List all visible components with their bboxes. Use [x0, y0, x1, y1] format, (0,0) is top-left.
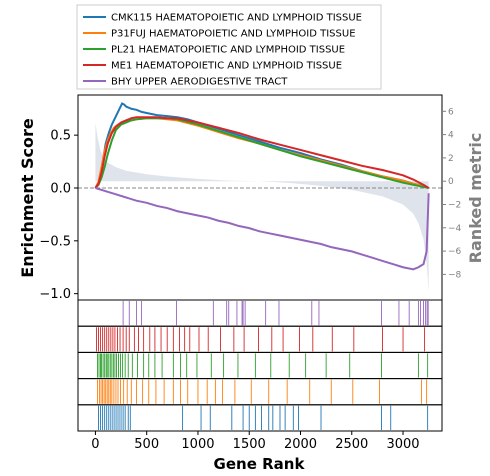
ranked-metric-layer — [95, 122, 429, 292]
x-axis: 0 500 1000 1500 2000 2500 3000 — [91, 431, 420, 452]
y-tick-label: −1.0 — [39, 287, 71, 302]
y2-tick-label: 2 — [448, 154, 454, 164]
y2-tick-label: −6 — [448, 247, 462, 257]
hit-panel-frame — [77, 404, 443, 432]
x-tick-label: 2500 — [335, 437, 368, 452]
hit-panel-frame — [77, 325, 443, 353]
y-tick-label: 0.5 — [50, 129, 71, 144]
y2-tick-label: 0 — [448, 177, 454, 187]
y2-axis-title: Ranked metric — [466, 133, 485, 264]
right-y-axis: −8 −6 −4 −2 0 2 4 6 — [442, 107, 462, 280]
legend-frame — [76, 4, 382, 90]
y-axis-title: Enrichment Score — [18, 118, 37, 278]
x-axis-title: Gene Rank — [214, 455, 306, 473]
x-tick-label: 0 — [91, 437, 99, 452]
y2-tick-label: 6 — [448, 107, 454, 117]
x-tick-label: 2000 — [284, 437, 317, 452]
y2-tick-label: 4 — [448, 131, 454, 141]
hit-panel-frame — [77, 299, 443, 327]
hit-panels — [77, 299, 443, 432]
y-tick-label: 0.0 — [50, 181, 71, 196]
y2-tick-label: −8 — [448, 270, 462, 280]
x-tick-label: 1500 — [233, 437, 266, 452]
hit-panel-frame — [77, 378, 443, 406]
left-y-axis: −1.0 −0.5 0.0 0.5 — [39, 129, 78, 302]
y2-tick-label: −4 — [448, 224, 462, 234]
y-tick-label: −0.5 — [39, 234, 71, 249]
legend-label: CMK115 HAEMATOPOIETIC AND LYMPHOID TISSU… — [111, 13, 362, 24]
es-line-2 — [94, 117, 429, 189]
es-line-4 — [95, 187, 430, 271]
es-line-3 — [94, 116, 430, 189]
legend: CMK115 HAEMATOPOIETIC AND LYMPHOID TISSU… — [76, 4, 382, 90]
x-tick-label: 500 — [134, 437, 159, 452]
legend-label: BHY UPPER AERODIGESTIVE TRACT — [111, 77, 288, 88]
legend-label: ME1 HAEMATOPOIETIC AND LYMPHOID TISSUE — [111, 61, 342, 72]
x-tick-label: 1000 — [181, 437, 214, 452]
y2-tick-label: −2 — [448, 200, 461, 210]
legend-label: PL21 HAEMATOPOIETIC AND LYMPHOID TISSUE — [111, 45, 345, 56]
legend-label: P31FUJ HAEMATOPOIETIC AND LYMPHOID TISSU… — [111, 29, 356, 40]
ranked-metric-area — [95, 122, 429, 292]
series-layer — [94, 102, 430, 271]
x-tick-label: 3000 — [386, 437, 419, 452]
